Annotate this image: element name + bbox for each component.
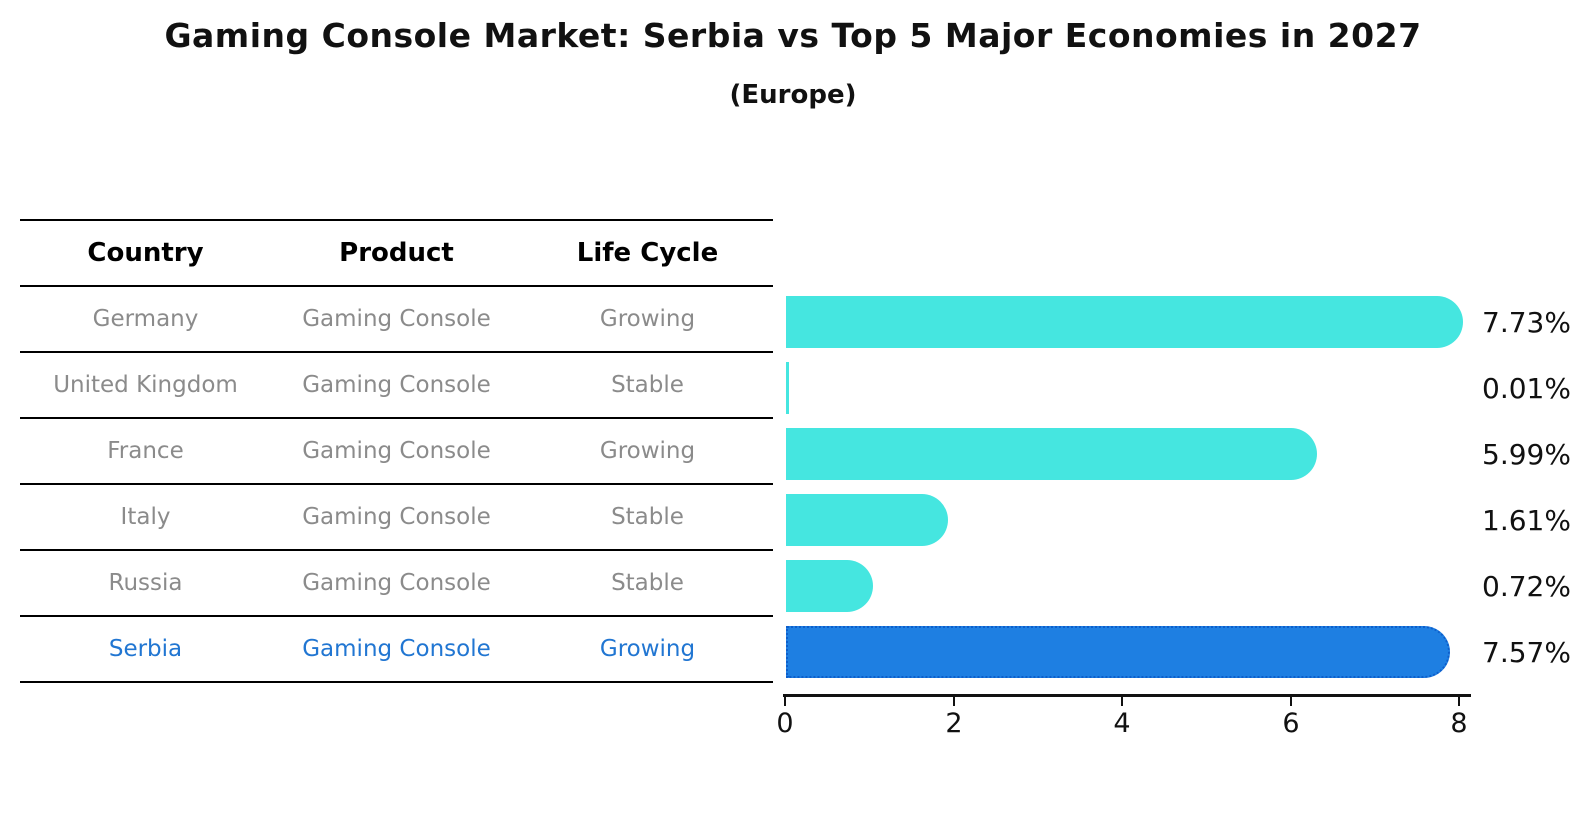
cell-life-cycle: Stable [611, 372, 684, 398]
cell-country: France [107, 438, 184, 464]
cell-life-cycle: Growing [599, 306, 696, 332]
cell-country: Germany [92, 306, 199, 332]
header-product: Product [339, 238, 454, 268]
cell-product: Gaming Console [302, 504, 491, 530]
chart-title: Gaming Console Market: Serbia vs Top 5 M… [164, 16, 1422, 55]
x-axis-tick-label: 4 [1113, 708, 1131, 739]
table-row: United Kingdom Gaming Console Stable [20, 353, 773, 419]
x-axis-tick [953, 697, 955, 706]
bar-germany [786, 296, 1463, 348]
bar-france [786, 428, 1317, 480]
table-header-row: Country Product Life Cycle [20, 221, 773, 287]
cell-country: United Kingdom [53, 372, 238, 398]
table-body: Germany Gaming Console Growing United Ki… [20, 287, 773, 683]
cell-product: Gaming Console [302, 438, 491, 464]
value-label-serbia: 7.57% [1482, 635, 1571, 669]
cell-product: Gaming Console [302, 372, 491, 398]
x-axis-tick [1290, 697, 1292, 706]
x-axis-tick [784, 697, 786, 706]
table-row: Italy Gaming Console Stable [20, 485, 773, 551]
cell-product: Gaming Console [302, 570, 491, 596]
chart-subtitle: (Europe) [729, 80, 857, 110]
cell-product: Gaming Console [302, 636, 491, 662]
x-axis-tick-label: 8 [1450, 708, 1468, 739]
table-row: Russia Gaming Console Stable [20, 551, 773, 617]
value-label-germany: 7.73% [1482, 305, 1571, 339]
bar-italy [786, 494, 948, 546]
cell-life-cycle: Stable [611, 570, 684, 596]
value-label-united-kingdom: 0.01% [1482, 371, 1571, 405]
x-axis-tick [1121, 697, 1123, 706]
x-axis-tick [1458, 697, 1460, 706]
cell-life-cycle: Growing [599, 636, 696, 662]
x-axis-line [783, 694, 1471, 697]
country-table: Country Product Life Cycle Germany Gamin… [20, 219, 773, 683]
cell-life-cycle: Stable [611, 504, 684, 530]
value-label-italy: 1.61% [1482, 503, 1571, 537]
table-row: Germany Gaming Console Growing [20, 287, 773, 353]
bar-united-kingdom [786, 362, 789, 414]
bar-russia [786, 560, 873, 612]
table-row: France Gaming Console Growing [20, 419, 773, 485]
cell-country: Serbia [108, 636, 183, 662]
cell-country: Russia [108, 570, 183, 596]
bar-serbia [786, 626, 1450, 678]
value-label-russia: 0.72% [1482, 569, 1571, 603]
cell-life-cycle: Growing [599, 438, 696, 464]
header-life-cycle: Life Cycle [576, 238, 719, 268]
x-axis-tick-label: 0 [776, 708, 794, 739]
x-axis-tick-label: 6 [1282, 708, 1300, 739]
table-row: Serbia Gaming Console Growing [20, 617, 773, 683]
value-label-france: 5.99% [1482, 437, 1571, 471]
header-country: Country [87, 238, 204, 268]
x-axis-tick-label: 2 [945, 708, 963, 739]
cell-country: Italy [120, 504, 171, 530]
cell-product: Gaming Console [302, 306, 491, 332]
